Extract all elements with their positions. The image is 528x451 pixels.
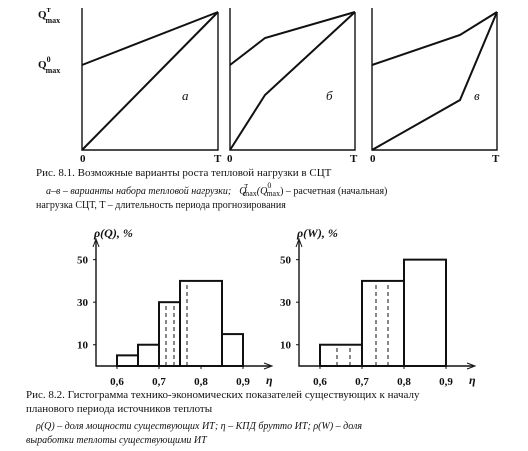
curve: [371, 11, 498, 151]
x-tick-label: 0,8: [194, 376, 208, 388]
bar: [116, 354, 139, 368]
curve: [81, 11, 219, 151]
y-tick-label: 30: [77, 297, 89, 309]
curve: [81, 11, 219, 66]
bar: [158, 301, 181, 368]
axes: [371, 8, 498, 151]
sub: max: [243, 189, 257, 198]
y-level-label: Q0 max: [38, 55, 60, 75]
bar: [319, 343, 363, 367]
note: а–в – варианты набора тепловой нагрузки;…: [46, 181, 387, 198]
x-tick-label: 0,6: [110, 376, 124, 388]
note: нагрузка СЦТ, T – длительность периода п…: [36, 200, 286, 211]
origin: 0: [227, 153, 233, 165]
symbol: Q: [38, 9, 47, 21]
sup: т: [47, 5, 51, 14]
x-tick-label: 0,7: [355, 376, 369, 388]
x-tick-label: 0,7: [152, 376, 166, 388]
sup: 0: [267, 181, 271, 190]
panel-letter: б: [326, 88, 333, 103]
x-axis-label: T: [492, 153, 500, 165]
y-tick-label: 50: [280, 255, 292, 267]
axes: [81, 8, 219, 151]
y-level-label: Qт max: [38, 5, 60, 25]
note-part: а–в – варианты набора тепловой нагрузки;: [46, 186, 231, 197]
sup: т: [244, 181, 248, 190]
symbol: Q: [38, 59, 47, 71]
panel-letter: а: [182, 88, 189, 103]
bar: [403, 258, 447, 367]
origin: 0: [80, 153, 86, 165]
caption: Рис. 8.2. Гистограмма технико-экономичес…: [26, 389, 420, 401]
x-tick-label: 0,9: [236, 376, 250, 388]
x-axis-label: T: [214, 153, 222, 165]
x-tick-label: 0,6: [313, 376, 327, 388]
axes: [229, 8, 356, 151]
note: ρ(Q) – доля мощности существующих ИТ; η …: [35, 421, 362, 432]
sub: max: [46, 16, 61, 25]
x-axis-label: η: [266, 373, 273, 387]
curve: [371, 11, 498, 66]
arrow: [466, 362, 477, 370]
bar: [179, 279, 223, 367]
y-tick-label: 10: [77, 340, 89, 352]
x-axis-label: T: [350, 153, 358, 165]
caption: планового периода источников теплоты: [26, 403, 213, 415]
note-part: ) – расчетная (начальная): [280, 186, 387, 197]
arrow: [295, 237, 303, 248]
note-part: (Q: [257, 186, 268, 197]
sub: max: [266, 189, 280, 198]
note-part: Q: [239, 186, 247, 197]
arrow: [263, 362, 274, 370]
y-tick-label: 30: [280, 297, 292, 309]
panel-letter: в: [474, 88, 480, 103]
curve: [229, 11, 356, 66]
panel-b: [229, 8, 356, 151]
sub: max: [46, 66, 61, 75]
bar: [221, 333, 244, 368]
x-axis-label: η: [469, 373, 476, 387]
note: выработки теплоты существующими ИТ: [26, 435, 208, 446]
panel-c: [371, 8, 498, 151]
x-tick-label: 0,8: [397, 376, 411, 388]
y-axis-label: ρ(Q), %: [93, 226, 133, 240]
origin: 0: [370, 153, 376, 165]
y-axis-label: ρ(W), %: [296, 226, 338, 240]
bar: [137, 343, 160, 367]
arrow: [92, 237, 100, 248]
bar: [361, 279, 405, 367]
caption: Рис. 8.1. Возможные варианты роста тепло…: [36, 167, 332, 179]
curve: [229, 11, 356, 151]
sup: 0: [47, 55, 51, 64]
x-tick-label: 0,9: [439, 376, 453, 388]
panel-a: [81, 8, 219, 151]
y-tick-label: 50: [77, 255, 89, 267]
y-tick-label: 10: [280, 340, 292, 352]
